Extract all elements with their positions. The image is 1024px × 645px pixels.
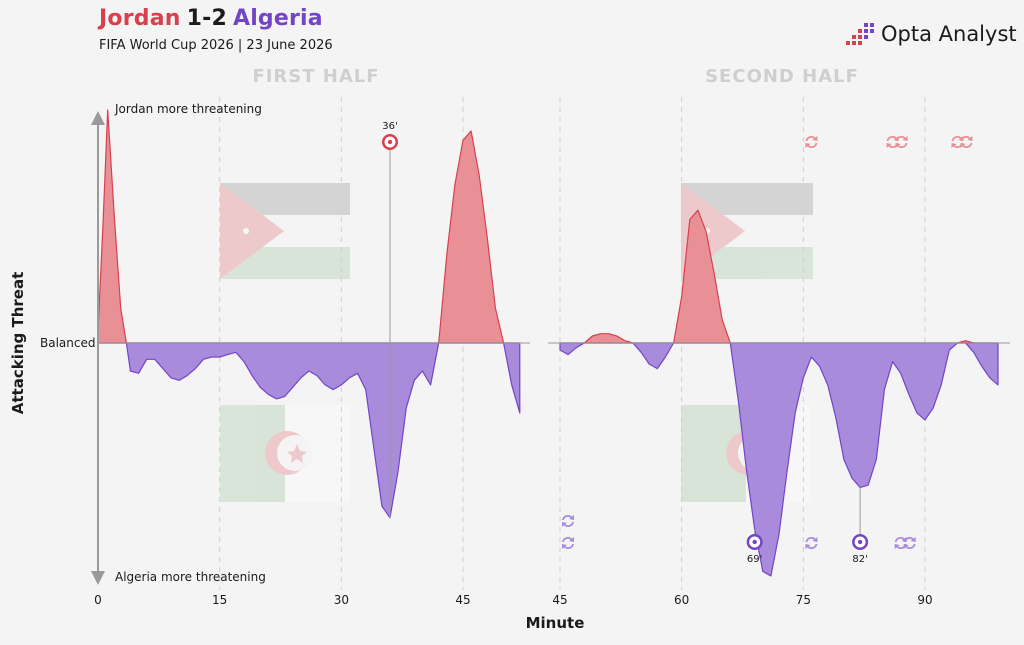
first-half-label: FIRST HALF xyxy=(252,66,379,87)
algeria-threat-area xyxy=(559,342,999,577)
substitution-icon xyxy=(903,537,916,549)
goal-minute-label: 69' xyxy=(747,554,762,565)
bottom-threat-label: Algeria more threatening xyxy=(115,570,266,584)
match-subtitle: FIFA World Cup 2026 | 23 June 2026 xyxy=(99,38,333,53)
balanced-label: Balanced xyxy=(40,336,95,350)
jordan-flag xyxy=(220,183,350,279)
x-tick-label: 15 xyxy=(212,593,227,607)
brand-logo: Opta Analyst xyxy=(845,18,1017,50)
x-tick-label: 60 xyxy=(674,593,689,607)
x-tick-label: 75 xyxy=(796,593,811,607)
x-tick-label: 0 xyxy=(94,593,102,607)
brand-name: Opta Analyst xyxy=(881,22,1017,46)
x-axis-title: Minute xyxy=(526,614,585,632)
goal-ball-icon xyxy=(746,534,763,550)
gridlines xyxy=(219,97,926,590)
second-half-label: SECOND HALF xyxy=(705,66,859,87)
match-events: 36' 69' 82' xyxy=(382,121,973,565)
algeria-flag xyxy=(220,405,350,502)
goal-minute-label: 82' xyxy=(852,554,867,565)
opta-logo-icon xyxy=(846,23,874,45)
top-threat-label: Jordan more threatening xyxy=(114,102,262,116)
match-score: 1-2 xyxy=(186,6,227,31)
substitution-icon xyxy=(562,537,574,549)
x-tick-label: 45 xyxy=(455,593,470,607)
y-axis-title: Attacking Threat xyxy=(9,272,27,415)
substitution-icon xyxy=(895,136,908,148)
substitution-icon xyxy=(960,136,973,148)
x-tick-label: 30 xyxy=(334,593,349,607)
x-tick-label: 90 xyxy=(917,593,932,607)
substitution-icon xyxy=(805,136,818,148)
goal-minute-label: 36' xyxy=(382,121,397,132)
away-team-name: Algeria xyxy=(232,6,323,31)
home-team-name: Jordan xyxy=(99,6,181,31)
substitution-icon xyxy=(562,515,574,527)
chart-title: Jordan 1-2 Algeria xyxy=(99,6,323,31)
x-tick-label: 45 xyxy=(552,593,567,607)
x-axis-ticks: 0 15 30 45 45 60 75 90 xyxy=(94,593,932,607)
substitution-icon xyxy=(805,537,818,549)
goal-ball-icon xyxy=(852,534,869,550)
goal-ball-icon xyxy=(382,134,398,150)
